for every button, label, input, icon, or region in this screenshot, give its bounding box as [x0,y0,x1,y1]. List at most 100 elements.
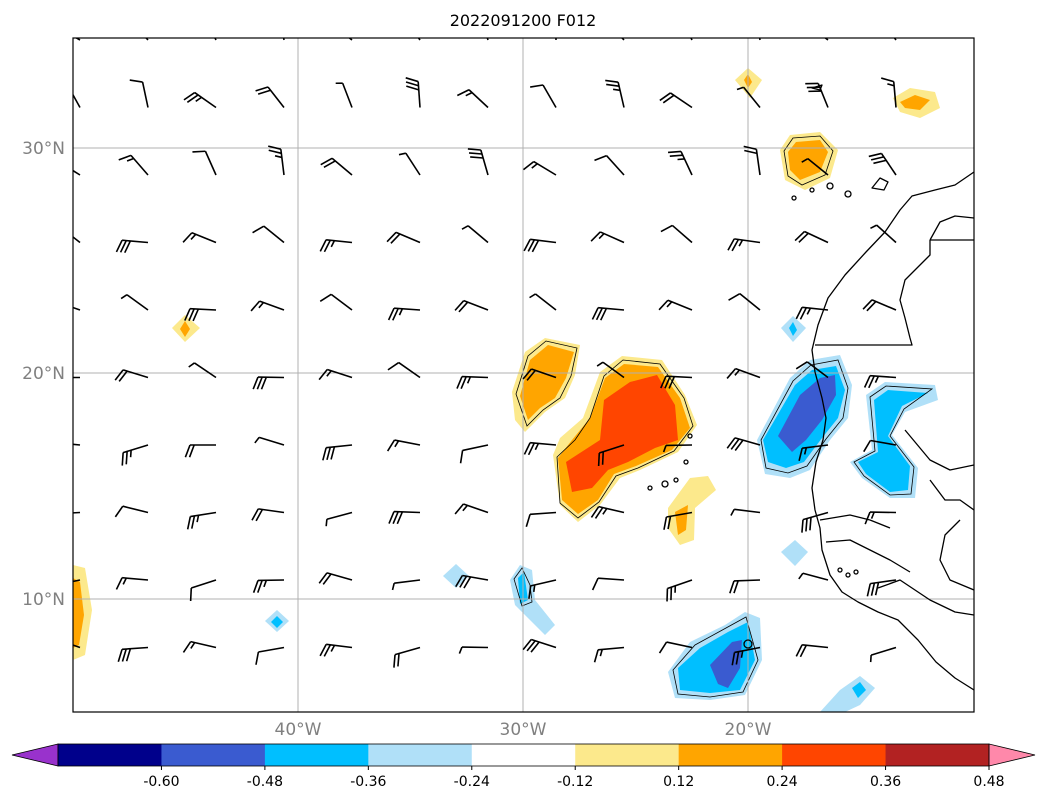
positive-anomaly-west-mid [180,321,190,337]
lat-label-20n: 20°N [22,364,65,384]
negative-anomaly-inland-mid [858,390,928,492]
positive-anomaly-cv-mid [675,505,688,535]
wind-barb [863,374,897,389]
wind-barb [251,508,285,522]
wind-barb [743,145,761,176]
colorbar-label: 0.24 [767,774,798,790]
wind-barb [529,293,557,311]
wind-barb [591,306,625,321]
wind-barb [250,300,285,312]
wind-barb [593,646,625,663]
wind-barb [393,646,421,668]
wind-barb [387,361,421,379]
wind-barb [73,306,81,311]
wind-barb [862,299,897,312]
wind-barb [115,239,149,254]
wind-barb [117,646,149,662]
colorbar-label: 0.48 [973,774,1004,790]
wind-barb [729,579,761,594]
lat-label-10n: 10°N [22,590,65,610]
wind-barb [189,579,217,602]
negative-anomaly-small5-core [852,682,866,698]
wind-barb [663,511,693,530]
positive-anomaly-ne-mid [520,345,574,420]
wind-barb [690,38,693,41]
wind-barb [726,367,761,379]
wind-barb [183,91,217,109]
wind-barb [184,444,216,458]
wind-barb [525,511,557,527]
latitude-labels: 30°N 20°N 10°N [22,139,65,610]
wind-barb [184,307,217,322]
wind-barb [801,157,829,176]
wind-barb [795,306,829,320]
wind-barb [596,361,625,379]
colorbar-label: -0.12 [557,774,593,790]
wind-barb [594,154,625,176]
colorbar-extend-low [11,743,59,767]
wind-barb [658,641,693,654]
wind-barb [129,79,149,108]
colorbar-segment [368,744,473,766]
map-panel: 30°N 20°N 10°N 40°W 30°W 20°W [22,37,975,740]
wind-barb [255,646,285,665]
wind-barb [590,505,625,519]
colorbar-label: 0.12 [663,774,694,790]
negative-anomaly-south-mid [678,622,755,693]
wind-barb [386,231,421,244]
wind-barb [461,225,489,244]
wind-barb [405,77,421,108]
wind-barb [325,511,353,527]
wind-barb [458,646,489,654]
lat-label-30n: 30°N [22,139,65,159]
colorbar-segment [575,744,680,766]
wind-barb [605,79,625,108]
wind-barb [523,238,557,253]
wind-barb [120,294,149,311]
colorbar-label: -0.24 [454,774,490,790]
wind-barb [182,232,217,244]
wind-barb [869,646,897,663]
wind-barb [118,154,149,176]
wind-barb [528,579,557,599]
wind-barb [658,299,693,311]
wind-barb [73,169,81,176]
coastline [647,84,974,691]
wind-barb [214,38,217,41]
wind-barb [522,638,557,653]
colorbar-segment [782,744,887,766]
wind-barb [456,89,489,109]
positive-anomaly-north-mid [900,95,930,110]
wind-barb [145,38,149,41]
wind-barb [893,38,897,41]
wind-barb [73,511,81,514]
wind-barb [398,152,421,176]
map-frame [72,37,975,713]
wind-barb [319,643,353,657]
wind-barb [736,86,761,109]
colorbar-segment [58,744,162,766]
wind-barb [252,225,285,244]
wind-barb [114,369,149,382]
colorbar: -0.60 -0.48 -0.36 -0.24 -0.12 0.12 0.24 0.36 0.4… [11,743,1036,790]
wind-barb [320,157,353,176]
positive-anomaly-core [566,375,678,492]
wind-barb [530,84,557,108]
wind-barb [866,579,897,597]
wind-barb [255,86,285,108]
wind-barb [467,148,489,176]
wind-barb [386,439,421,452]
wind-barb [454,299,489,313]
colorbar-label: -0.48 [247,774,283,790]
wind-barb [794,230,829,244]
wind-barb [115,576,149,590]
wind-barb [522,368,557,381]
colorbar-label: -0.36 [350,774,386,790]
wind-barb [182,640,217,653]
wind-barb [73,644,81,649]
colorbar-segment [471,744,576,766]
wind-barb [252,376,285,390]
colorbar-label: 0.36 [870,774,901,790]
negative-anomaly-south-core [710,640,742,688]
wind-barb [758,38,761,41]
